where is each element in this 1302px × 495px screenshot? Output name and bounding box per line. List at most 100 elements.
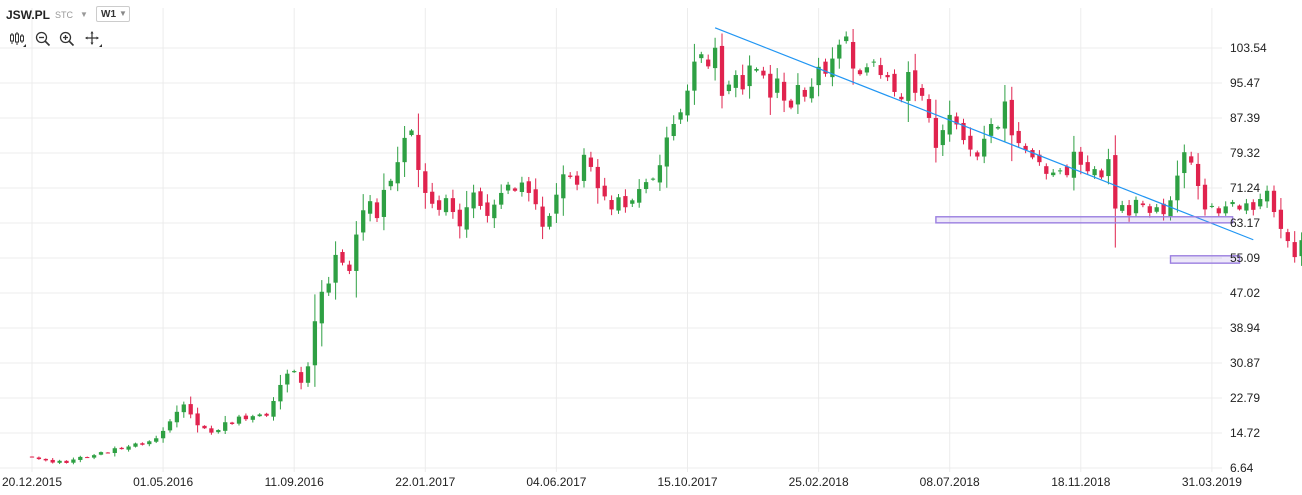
candle-body [374, 202, 380, 219]
candle-body [1195, 163, 1201, 187]
candle-body [126, 446, 131, 450]
candle-body [1016, 130, 1021, 144]
candle-body [1209, 205, 1215, 207]
candle-body [554, 194, 559, 214]
candle-body [361, 210, 366, 233]
candle-body [229, 422, 235, 424]
zoom-out-icon[interactable] [34, 30, 52, 48]
candle-body [450, 198, 456, 213]
candle-body [512, 188, 518, 191]
candle-body [1085, 162, 1090, 172]
candle-body [367, 201, 373, 214]
candle-body [1071, 151, 1077, 178]
candle-body [154, 438, 159, 442]
candle-body [844, 36, 849, 42]
candle-body [913, 70, 918, 93]
x-tick-label: 04.06.2017 [526, 475, 586, 489]
candle-body [561, 174, 566, 199]
candle-body [485, 202, 490, 216]
candle-body [505, 184, 511, 191]
candle-body [133, 443, 138, 447]
x-tick-label: 20.12.2015 [2, 475, 62, 489]
candle-body [464, 207, 469, 230]
candle-body [850, 41, 856, 69]
candle-body [1051, 172, 1056, 176]
candle-body [1126, 205, 1132, 216]
candle-body [312, 321, 318, 366]
candle-body [947, 114, 952, 135]
timeframe-select[interactable]: W1 ▼ [96, 6, 130, 22]
symbol-label[interactable]: JSW.PL [6, 8, 51, 22]
candle-body [650, 178, 656, 180]
candle-body [29, 456, 35, 458]
crosshair-icon[interactable] [84, 30, 102, 48]
candle-body [933, 117, 939, 148]
candle-body [340, 252, 345, 263]
candle-body [1189, 156, 1194, 163]
candle-body [740, 75, 745, 90]
candle-body [623, 196, 628, 208]
zone-rectangle[interactable] [1169, 255, 1241, 264]
candle-body [637, 189, 642, 203]
candle-body [995, 127, 1001, 129]
candle-body [423, 171, 428, 193]
candle-body [305, 366, 311, 383]
candle-body [1251, 202, 1256, 210]
candles-icon[interactable] [8, 30, 26, 48]
candle-body [830, 58, 835, 78]
candle-body [167, 421, 173, 431]
candle-body [388, 180, 393, 187]
candle-body [1140, 203, 1146, 206]
x-tick-label: 01.05.2016 [133, 475, 193, 489]
candle-body [678, 112, 683, 120]
candle-body [402, 137, 407, 163]
x-tick-label: 18.11.2018 [1051, 475, 1110, 489]
candle-body [1099, 170, 1104, 178]
candle-body [595, 166, 600, 189]
candle-body [547, 215, 552, 227]
candle-body [657, 165, 663, 183]
candle-body [1216, 208, 1221, 214]
y-tick-label: 95.47 [1230, 76, 1260, 90]
candle-body [630, 200, 635, 204]
candle-body [982, 138, 987, 157]
candle-body [1037, 154, 1042, 163]
candle-body [1223, 206, 1228, 214]
candle-body [1230, 202, 1235, 205]
candle-body [775, 78, 780, 93]
candle-body [91, 455, 97, 458]
candle-body [57, 460, 62, 463]
y-tick-label: 103.54 [1230, 41, 1267, 55]
candle-body [988, 124, 994, 136]
candle-body [457, 209, 462, 227]
x-tick-label: 31.03.2019 [1182, 475, 1242, 489]
candle-body [1106, 159, 1111, 177]
trendline[interactable] [714, 27, 1254, 241]
candle-body [292, 371, 297, 373]
candle-body [112, 448, 117, 454]
candle-body [871, 61, 876, 63]
candle-body [1009, 99, 1014, 136]
zoom-in-icon[interactable] [58, 30, 76, 48]
zone-rectangle[interactable] [935, 216, 1234, 224]
candle-body [919, 87, 925, 96]
candle-body [147, 441, 152, 445]
candle-body [140, 443, 145, 445]
candle-body [1182, 152, 1187, 174]
y-tick-label: 87.39 [1230, 111, 1260, 125]
candle-body [837, 44, 842, 59]
candle-body [781, 81, 787, 101]
candle-body [471, 192, 476, 209]
candle-body [354, 234, 359, 271]
candle-body [1092, 169, 1097, 176]
candle-body [1113, 155, 1118, 209]
candle-body [975, 152, 980, 157]
candle-body [1299, 240, 1302, 257]
drawing-overlays[interactable] [714, 27, 1254, 264]
candle-body [588, 157, 594, 167]
candle-body [181, 404, 186, 413]
candle-body [685, 90, 690, 116]
y-tick-label: 6.64 [1230, 461, 1254, 475]
chevron-down-icon[interactable]: ▼ [80, 10, 88, 19]
